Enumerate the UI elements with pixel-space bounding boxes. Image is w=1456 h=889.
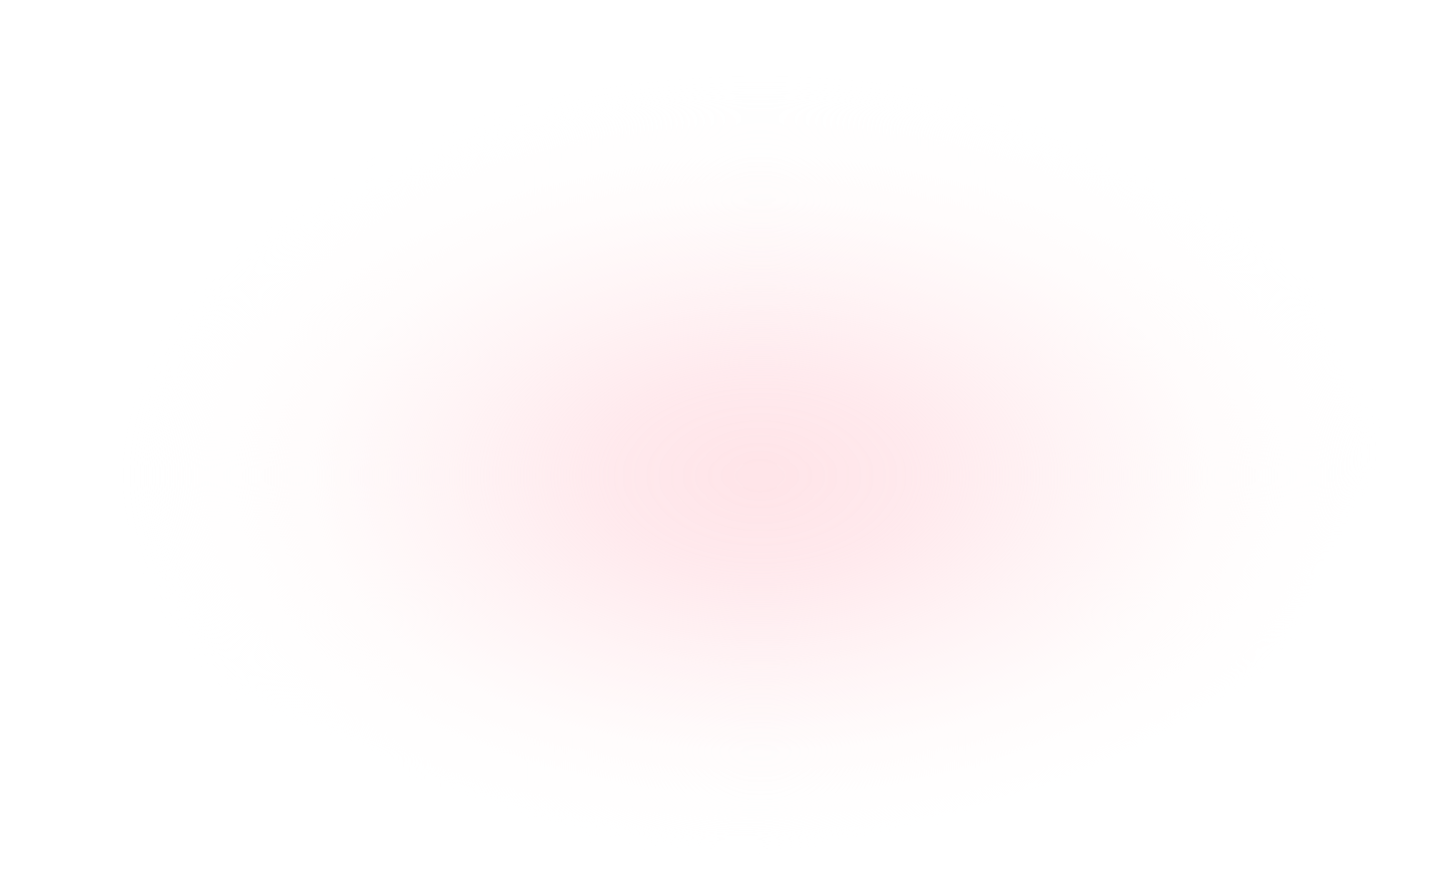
pink-radial-glow [110, 60, 1360, 830]
